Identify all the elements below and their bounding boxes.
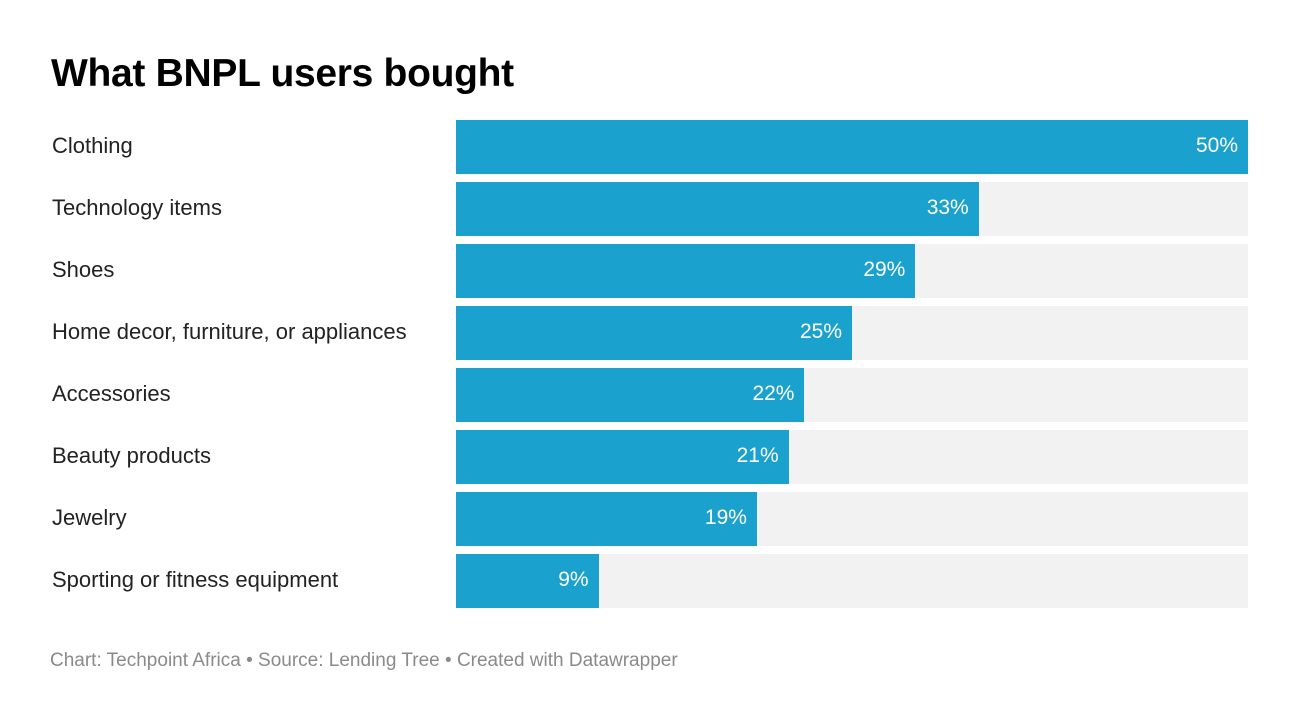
value-label: 22% bbox=[752, 382, 795, 405]
category-label: Home decor, furniture, or appliances bbox=[52, 319, 407, 344]
chart-title: What BNPL users bought bbox=[51, 52, 514, 95]
category-label: Clothing bbox=[52, 133, 133, 158]
category-label: Jewelry bbox=[52, 505, 127, 530]
separator: • bbox=[439, 650, 457, 671]
bar-row: Beauty products 21% bbox=[0, 430, 1300, 484]
bar-row: Home decor, furniture, or appliances 25% bbox=[0, 306, 1300, 360]
bar-track: 25% bbox=[456, 306, 1248, 360]
value-label: 25% bbox=[799, 320, 842, 343]
bar-row: Shoes 29% bbox=[0, 244, 1300, 298]
bar-track: 19% bbox=[456, 492, 1248, 546]
bar: 29% bbox=[456, 244, 916, 298]
category-label: Shoes bbox=[52, 257, 115, 282]
bar: 25% bbox=[456, 306, 852, 360]
bar-track: 22% bbox=[456, 368, 1248, 422]
value-label: 21% bbox=[736, 444, 779, 467]
source: Source: Lending Tree bbox=[258, 650, 440, 671]
bar-row: Clothing 50% bbox=[0, 120, 1300, 174]
chart-credit: Chart: Techpoint Africa bbox=[50, 650, 241, 671]
value-label: 33% bbox=[926, 196, 969, 219]
category-label: Accessories bbox=[52, 381, 171, 406]
value-label: 50% bbox=[1195, 134, 1238, 157]
bar: 22% bbox=[456, 368, 805, 422]
bar-row: Jewelry 19% bbox=[0, 492, 1300, 546]
bar-row: Accessories 22% bbox=[0, 368, 1300, 422]
bar-track: 9% bbox=[456, 554, 1248, 608]
bar-track: 33% bbox=[456, 182, 1248, 236]
category-label: Technology items bbox=[52, 195, 222, 220]
bar-row: Technology items 33% bbox=[0, 182, 1300, 236]
separator: • bbox=[240, 650, 259, 671]
value-label: 9% bbox=[558, 568, 589, 591]
category-label: Sporting or fitness equipment bbox=[52, 567, 339, 592]
value-label: 19% bbox=[704, 506, 747, 529]
bar: 21% bbox=[456, 430, 789, 484]
bar: 19% bbox=[456, 492, 757, 546]
bar-track: 29% bbox=[456, 244, 1248, 298]
value-label: 29% bbox=[863, 258, 906, 281]
bar: 50% bbox=[456, 120, 1248, 174]
created-with: Created with Datawrapper bbox=[456, 650, 678, 671]
bar-row: Sporting or fitness equipment 9% bbox=[0, 554, 1300, 608]
bar-track: 50% bbox=[456, 120, 1248, 174]
footer: Chart: Techpoint Africa • Source: Lendin… bbox=[50, 650, 678, 672]
category-label: Beauty products bbox=[52, 443, 211, 468]
bar-track: 21% bbox=[456, 430, 1248, 484]
bar: 33% bbox=[456, 182, 979, 236]
bar: 9% bbox=[456, 554, 599, 608]
